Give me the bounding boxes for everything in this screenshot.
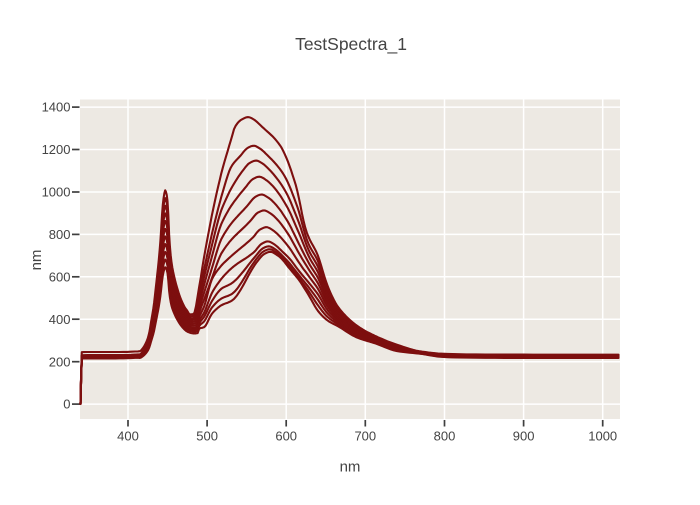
svg-text:1000: 1000 [588,429,617,444]
svg-text:1400: 1400 [42,100,71,115]
svg-text:800: 800 [49,227,71,242]
svg-text:400: 400 [117,429,139,444]
svg-text:1200: 1200 [42,142,71,157]
svg-text:900: 900 [513,429,535,444]
svg-text:400: 400 [49,312,71,327]
svg-text:800: 800 [434,429,456,444]
svg-text:200: 200 [49,354,71,369]
svg-text:TestSpectra_1: TestSpectra_1 [295,34,407,55]
svg-text:nm: nm [28,250,45,271]
svg-text:0: 0 [63,397,70,412]
svg-text:1000: 1000 [42,185,71,200]
svg-text:500: 500 [196,429,218,444]
svg-text:700: 700 [354,429,376,444]
svg-text:nm: nm [340,458,361,475]
svg-text:600: 600 [275,429,297,444]
svg-text:600: 600 [49,269,71,284]
